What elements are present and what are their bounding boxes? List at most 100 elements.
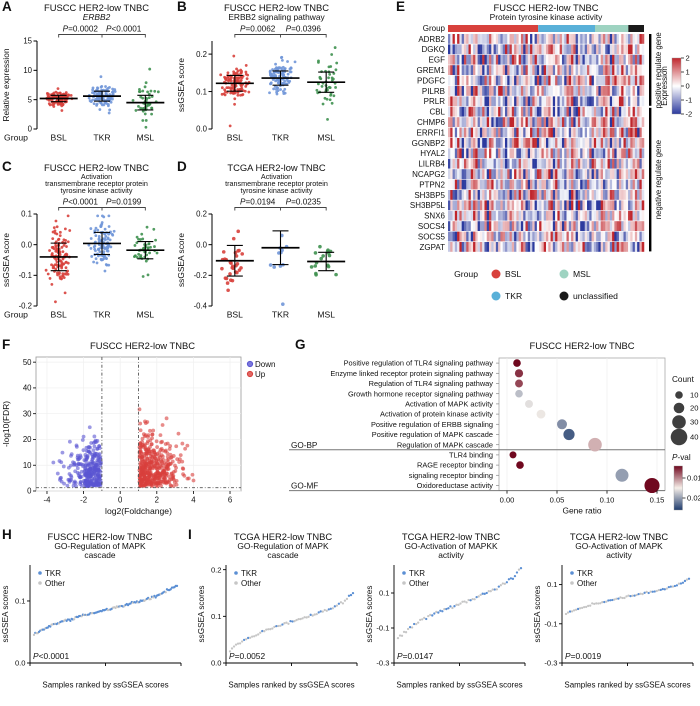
gene-label: EGF <box>429 56 446 65</box>
data-point <box>56 271 59 274</box>
data-point <box>235 67 238 71</box>
data-point <box>102 256 106 260</box>
panel-I-sub3: TCGA HER2-low TNBC GO-Activation of MAPK… <box>532 526 698 690</box>
panel-A-title: FUSCC HER2-low TNBC <box>43 2 150 13</box>
gene-label: DGKQ <box>421 45 445 54</box>
pval-tick-label: 0.02 <box>687 494 700 503</box>
data-point <box>224 76 227 80</box>
go-term-label: signaling receptor binding <box>409 471 493 480</box>
data-point <box>148 67 152 71</box>
data-point <box>94 233 98 237</box>
count-legend-label: 40 <box>690 433 698 442</box>
error-bar <box>215 244 254 277</box>
data-point <box>334 68 338 72</box>
data-point <box>232 72 236 76</box>
colorbar-tick-label: 2 <box>686 54 690 63</box>
y-axis-label: ssGSEA score <box>1 232 11 286</box>
y-axis-label: ssGSEA scores <box>1 586 10 643</box>
count-legend-label: 30 <box>690 418 698 427</box>
data-point <box>239 93 242 97</box>
threshold-lines <box>36 357 241 491</box>
go-dot <box>563 428 575 441</box>
data-point <box>144 259 148 263</box>
data-point <box>146 246 150 250</box>
error-bar <box>307 251 346 271</box>
rank-points <box>396 567 523 640</box>
go-dot <box>615 468 629 482</box>
count-legend: Count 10 20 30 40 <box>670 375 698 446</box>
data-point <box>321 253 325 258</box>
legend-swatch <box>491 269 501 279</box>
p-value: P=0.0396 <box>286 25 322 34</box>
data-point <box>143 85 147 89</box>
data-point <box>272 71 276 74</box>
data-point <box>328 73 332 76</box>
data-point <box>139 106 143 110</box>
data-point <box>68 228 72 232</box>
data-point <box>268 69 272 73</box>
gene-label: GREM1 <box>417 66 446 75</box>
go-dot <box>588 437 602 452</box>
data-point <box>233 102 236 106</box>
data-point <box>54 300 57 303</box>
data-point <box>58 233 62 237</box>
legend-label: Other <box>241 579 261 588</box>
data-point <box>137 105 140 108</box>
data-point <box>235 270 239 275</box>
gene-label: SH3BP5 <box>414 191 445 200</box>
gene-label: PRLR <box>424 97 446 106</box>
panel-D-chart: 0.2 0.0 -0.2 -0.4 ssGSEA score BSL TKR MSL P=0.0… <box>176 197 346 319</box>
go-dot <box>515 389 523 398</box>
data-point <box>333 46 337 50</box>
data-point <box>94 226 98 230</box>
error-bar <box>261 229 300 265</box>
data-point <box>135 255 139 259</box>
data-point <box>143 112 147 116</box>
panel-F-title: FUSCC HER2-low TNBC <box>89 340 196 351</box>
panel-F-volcano: -4 -2 0 2 4 6 0 10 20 30 40 50 log2(Foldchange) -log1… <box>1 356 275 516</box>
data-point <box>284 82 288 86</box>
panel-F-letter: F <box>2 337 11 352</box>
data-point <box>283 91 287 95</box>
data-point <box>47 95 51 99</box>
error-bar <box>39 94 78 103</box>
expression-colorbar <box>671 57 682 115</box>
gene-label: SOCS5 <box>418 232 446 241</box>
data-point <box>60 277 63 280</box>
go-dot <box>515 379 523 388</box>
data-point <box>67 93 70 97</box>
gene-label: SOCS4 <box>418 222 446 231</box>
legend-label: TKR <box>577 569 593 578</box>
data-point <box>87 243 91 247</box>
panel-D-subtitle: Activation transmembrane receptor protei… <box>225 172 328 196</box>
data-point <box>232 70 236 74</box>
y-tick-labels: 0.2 0.1 0.0 <box>196 50 208 134</box>
y-tick-label: 0.1 <box>15 597 26 606</box>
data-point <box>220 93 224 96</box>
y-tick-label: 0.0 <box>196 125 208 134</box>
data-point <box>131 99 135 102</box>
data-point <box>89 246 93 250</box>
y-tick-label: 0.1 <box>196 87 207 96</box>
data-point <box>107 232 111 236</box>
panel-H-letter: H <box>2 527 12 542</box>
positive-genes-label: positive regulate gene <box>654 32 663 108</box>
data-point <box>313 263 318 268</box>
legend-label: Other <box>45 579 65 588</box>
panel-I3-subtitle: GO-Activation of MAPK activity <box>575 541 663 561</box>
data-point <box>283 79 287 83</box>
data-point <box>334 272 338 277</box>
data-point <box>63 272 67 275</box>
x-tick-label: -2 <box>80 496 87 505</box>
legend-label: TKR <box>505 291 522 301</box>
legend-label: TKR <box>241 569 257 578</box>
x-axis-label: Samples ranked by ssGSEA scores <box>42 681 168 690</box>
x-category-label: MSL <box>136 309 154 319</box>
data-point <box>69 94 73 97</box>
data-point <box>65 244 68 248</box>
negative-genes-bar <box>649 107 652 252</box>
gene-label: SH3BP5L <box>410 201 446 210</box>
